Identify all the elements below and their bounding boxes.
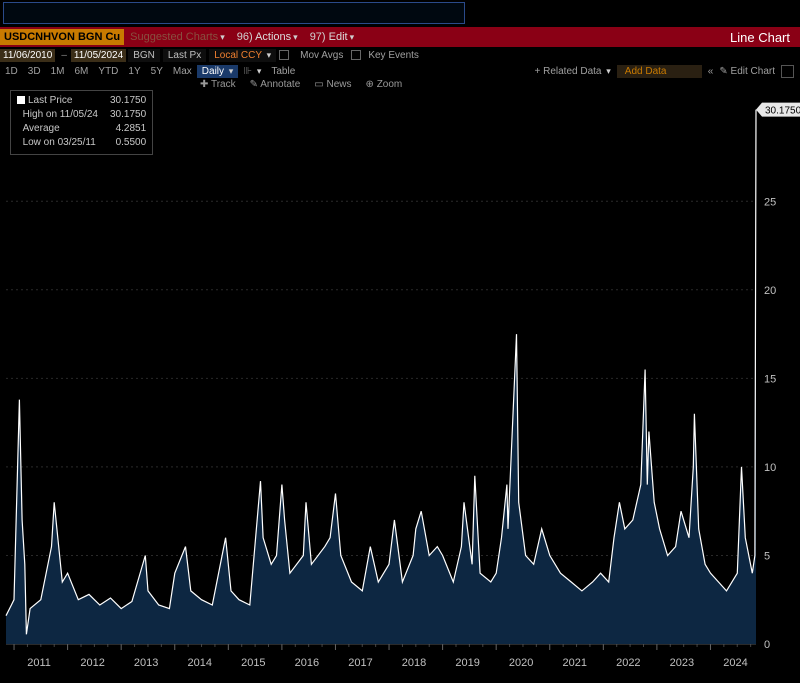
svg-text:2015: 2015 (241, 657, 265, 669)
date-controls: 11/06/2010 – 11/05/2024 BGN Last Px Loca… (0, 47, 800, 63)
settings-icon[interactable] (781, 65, 794, 78)
range-controls: 1D3D1M6MYTD1Y5YMax Daily ▾ ⊪ ▾ Table + R… (0, 63, 800, 79)
svg-text:0: 0 (764, 639, 770, 651)
svg-text:15: 15 (764, 373, 776, 385)
svg-text:2024: 2024 (723, 657, 747, 669)
ticker-symbol[interactable]: USDCNHVON BGN Cu (0, 29, 124, 45)
range-1d[interactable]: 1D (0, 65, 23, 78)
table-button[interactable]: Table (266, 65, 300, 78)
range-5y[interactable]: 5Y (146, 65, 168, 78)
svg-text:2014: 2014 (188, 657, 212, 669)
series-marker-icon (17, 96, 25, 104)
date-from-input[interactable]: 11/06/2010 (0, 49, 55, 62)
frequency-select[interactable]: Daily ▾ (197, 65, 239, 78)
source-select[interactable]: BGN (128, 49, 160, 62)
svg-text:2019: 2019 (455, 657, 479, 669)
collapse-icon[interactable]: « (708, 66, 714, 77)
chevron-down-icon: ▾ (604, 66, 611, 76)
range-6m[interactable]: 6M (70, 65, 94, 78)
legend: Last Price30.1750 High on 11/05/2430.175… (10, 90, 153, 155)
search-input[interactable] (3, 2, 465, 24)
svg-text:2023: 2023 (670, 657, 694, 669)
related-data-button[interactable]: + Related Data ▾ (534, 66, 610, 77)
chart-area: 0 5 10 15 20 25 2011 2012 2013 2014 2015 2016 2017 20… (0, 79, 800, 683)
mov-avgs-checkbox[interactable] (279, 50, 289, 60)
currency-select[interactable]: Local CCY ▾ (209, 49, 276, 62)
range-ytd[interactable]: YTD (93, 65, 123, 78)
svg-text:2018: 2018 (402, 657, 426, 669)
chevron-down-icon: ▾ (265, 50, 272, 60)
svg-text:25: 25 (764, 196, 776, 208)
mov-avgs-label: Mov Avgs (292, 50, 351, 61)
edit-menu[interactable]: 97) Edit▾ (304, 31, 360, 43)
field-select[interactable]: Last Px (163, 49, 206, 62)
key-events-checkbox[interactable] (351, 50, 361, 60)
price-chart[interactable]: 0 5 10 15 20 25 2011 2012 2013 2014 2015 2016 2017 20… (0, 79, 800, 683)
actions-menu[interactable]: 96) Actions▾ (231, 31, 304, 43)
date-to-input[interactable]: 11/05/2024 (71, 49, 126, 62)
svg-text:2016: 2016 (295, 657, 319, 669)
key-events-label: Key Events (364, 50, 423, 61)
chevron-down-icon: ▾ (291, 32, 298, 42)
range-1y[interactable]: 1Y (123, 65, 145, 78)
range-3d[interactable]: 3D (23, 65, 46, 78)
svg-text:2013: 2013 (134, 657, 158, 669)
add-data-input[interactable]: Add Data (617, 65, 702, 78)
svg-text:2022: 2022 (616, 657, 640, 669)
svg-text:20: 20 (764, 285, 776, 297)
svg-text:30.1750: 30.1750 (765, 106, 800, 117)
chart-type-label: Line Chart (730, 30, 800, 45)
range-max[interactable]: Max (168, 65, 197, 78)
svg-text:2021: 2021 (563, 657, 587, 669)
svg-text:2011: 2011 (27, 657, 51, 669)
chevron-down-icon: ▾ (227, 66, 234, 76)
chevron-down-icon: ▾ (218, 32, 225, 42)
chevron-down-icon: ▾ (348, 32, 355, 42)
ticker-bar: USDCNHVON BGN Cu Suggested Charts▾ 96) A… (0, 27, 800, 47)
svg-text:2017: 2017 (348, 657, 372, 669)
edit-chart-button[interactable]: ✎ Edit Chart (719, 66, 775, 77)
svg-text:2020: 2020 (509, 657, 533, 669)
range-1m[interactable]: 1M (46, 65, 70, 78)
chevron-down-icon: ▾ (255, 66, 262, 76)
svg-text:2012: 2012 (80, 657, 104, 669)
svg-text:10: 10 (764, 462, 776, 474)
svg-text:5: 5 (764, 550, 770, 562)
series-type-select[interactable]: ⊪ ▾ (238, 65, 266, 78)
suggested-charts-button[interactable]: Suggested Charts▾ (124, 31, 231, 43)
